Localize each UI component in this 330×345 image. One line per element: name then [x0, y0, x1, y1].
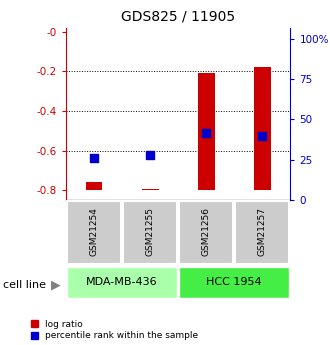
Bar [235, 201, 289, 264]
Bar [179, 201, 233, 264]
Bar [179, 267, 289, 298]
Text: cell line: cell line [3, 280, 46, 289]
Legend: log ratio, percentile rank within the sample: log ratio, percentile rank within the sa… [31, 320, 198, 341]
Text: HCC 1954: HCC 1954 [207, 277, 262, 287]
Bar [67, 201, 121, 264]
Text: GSM21254: GSM21254 [89, 207, 99, 256]
Bar [198, 73, 215, 190]
Bar [254, 67, 271, 190]
Bar [67, 267, 177, 298]
Text: GSM21256: GSM21256 [202, 207, 211, 256]
Title: GDS825 / 11905: GDS825 / 11905 [121, 10, 235, 24]
Bar [86, 182, 102, 190]
Bar [123, 201, 177, 264]
Text: MDA-MB-436: MDA-MB-436 [86, 277, 158, 287]
Point [91, 156, 97, 161]
Point [204, 130, 209, 136]
Text: GSM21255: GSM21255 [146, 207, 155, 256]
Point [148, 152, 153, 158]
Text: GSM21257: GSM21257 [258, 207, 267, 256]
Point [260, 134, 265, 139]
Text: ▶: ▶ [51, 278, 61, 291]
Bar [142, 189, 158, 190]
